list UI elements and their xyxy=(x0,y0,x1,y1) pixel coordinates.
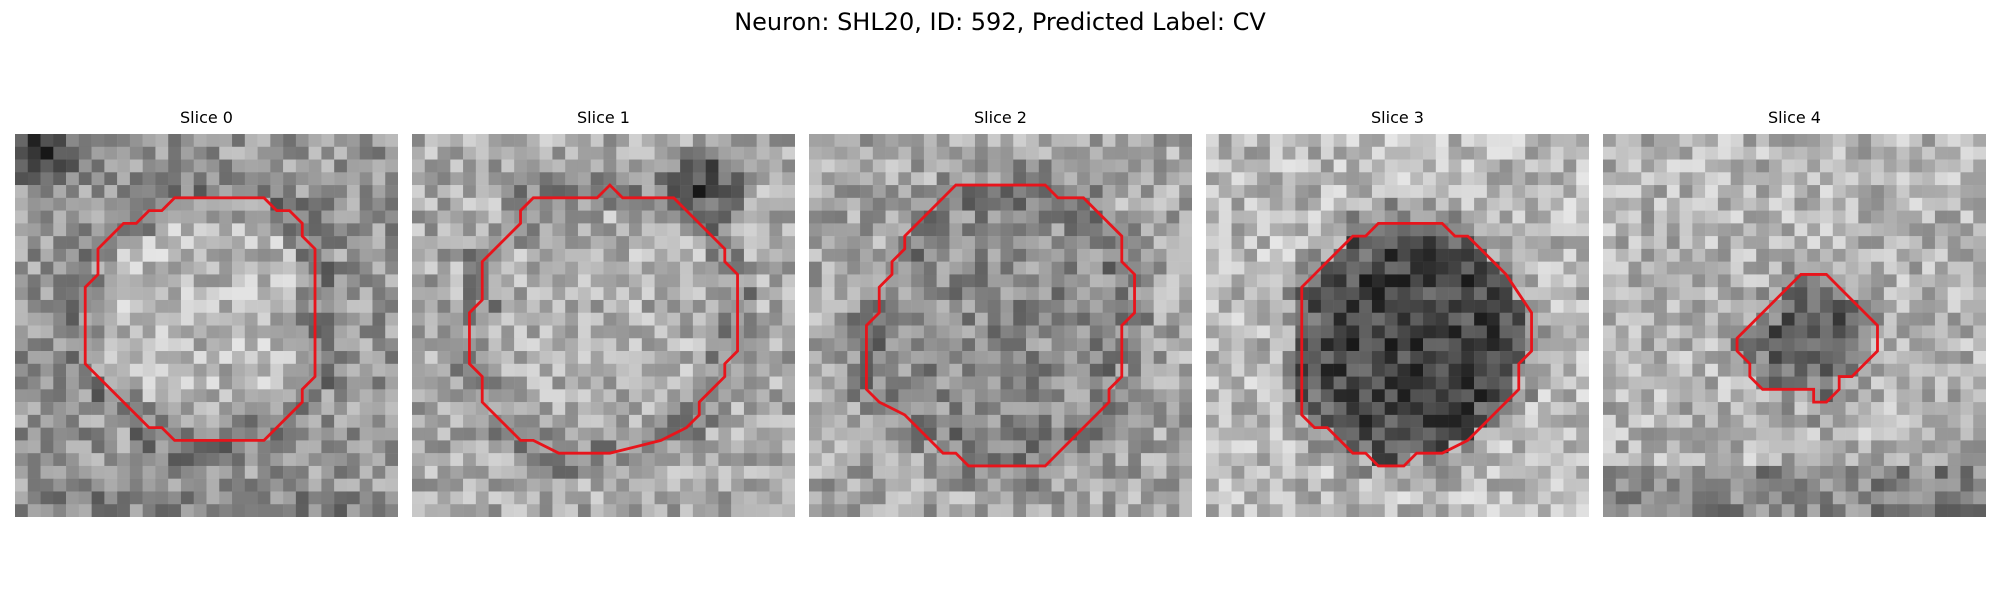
slice-title: Slice 4 xyxy=(1768,108,1821,127)
slice-title: Slice 1 xyxy=(577,108,630,127)
slice-image xyxy=(1603,134,1986,517)
roi-contour xyxy=(865,183,1136,468)
slice-panel-0: Slice 0 xyxy=(15,108,398,518)
figure-title: Neuron: SHL20, ID: 592, Predicted Label:… xyxy=(734,8,1266,36)
slice-panel-1: Slice 1 xyxy=(412,108,795,518)
pixel-grid xyxy=(1603,134,1986,517)
roi-contour xyxy=(1735,273,1879,404)
pixel-grid xyxy=(809,134,1192,517)
slice-panel-4: Slice 4 xyxy=(1603,108,1986,518)
slice-panel-3: Slice 3 xyxy=(1206,108,1589,518)
slice-image xyxy=(809,134,1192,517)
roi-contour xyxy=(1300,221,1533,468)
roi-contour xyxy=(468,183,739,455)
pixel-grid xyxy=(1206,134,1589,517)
slice-title: Slice 2 xyxy=(974,108,1027,127)
roi-contour xyxy=(83,196,317,442)
slice-title: Slice 0 xyxy=(180,108,233,127)
slice-image xyxy=(1206,134,1589,517)
slice-image xyxy=(15,134,398,517)
pixel-grid xyxy=(412,134,795,517)
pixel-grid xyxy=(15,134,398,517)
slice-panel-2: Slice 2 xyxy=(809,108,1192,518)
slice-title: Slice 3 xyxy=(1371,108,1424,127)
slice-image xyxy=(412,134,795,517)
